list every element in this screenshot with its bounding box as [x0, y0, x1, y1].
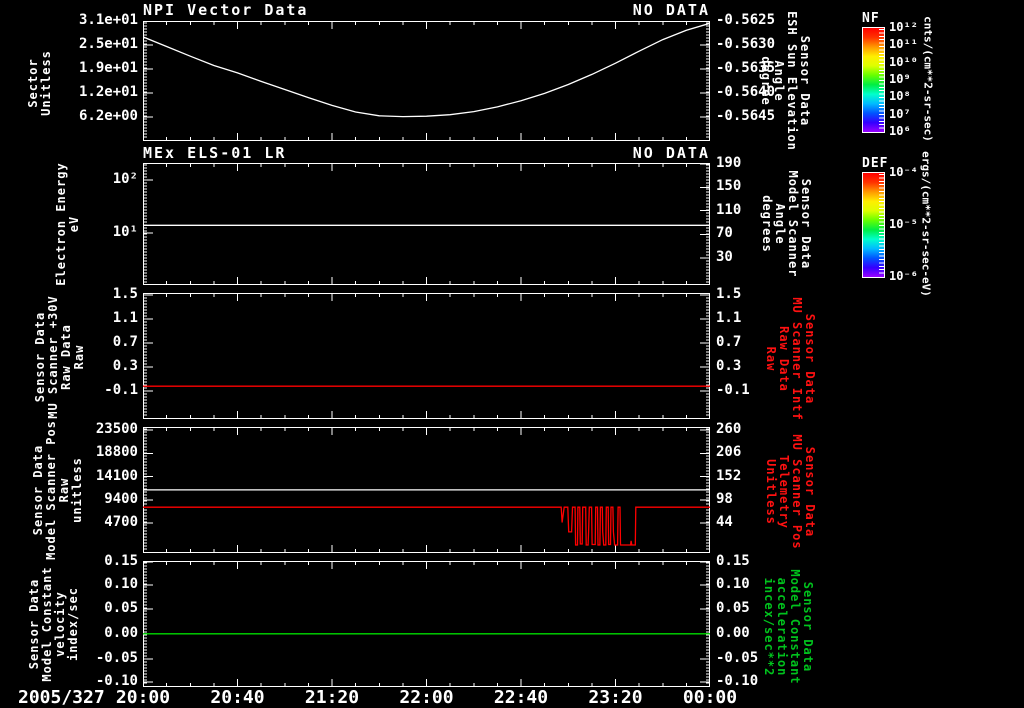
panel5-plot-area	[143, 561, 710, 687]
panel4-left-axis-label: Sensor Data Model Scanner Pos Raw unitle…	[31, 420, 84, 560]
colorbar-tick-label: 10⁻⁵	[889, 217, 918, 231]
y-tick-label-left: 1.9e+01	[78, 60, 138, 76]
y-tick-label-right: -0.5625	[716, 12, 776, 28]
y-tick-label-right: 0.3	[716, 357, 742, 374]
y-tick-label-right: 150	[716, 178, 742, 195]
colorbar-def-title: DEF	[862, 156, 889, 171]
y-tick-label-left: 1.1	[112, 309, 138, 326]
y-tick-label-right: -0.5645	[716, 108, 776, 124]
y-tick-label-right: -0.5640	[716, 84, 776, 100]
y-tick-label-right: 0.00	[716, 624, 750, 641]
y-tick-label-right: 110	[716, 201, 742, 218]
y-tick-label-right: 0.05	[716, 600, 750, 616]
y-tick-label-left: 2.5e+01	[78, 36, 138, 52]
colorbar-tick-label: 10⁷	[889, 106, 911, 121]
y-tick-label-right: 1.5	[716, 286, 742, 303]
panel3-plot-area	[143, 293, 710, 419]
colorbar-tick-label: 10¹¹	[889, 37, 918, 52]
panel2-title: MEx ELS-01 LR	[143, 144, 287, 162]
y-tick-label-right: 1.1	[716, 309, 742, 326]
colorbar-tick-label: 10¹²	[889, 20, 918, 34]
x-tick-label: 20:00	[115, 687, 171, 708]
y-tick-label-left: 0.7	[112, 334, 138, 351]
y-tick-label-right: 44	[716, 514, 733, 530]
y-tick-label-left: 0.15	[104, 553, 138, 569]
y-tick-label-right: 30	[716, 249, 733, 266]
y-tick-label-left: 18800	[95, 444, 138, 461]
y-tick-label-right: 0.7	[716, 334, 742, 351]
y-tick-label-left: 0.3	[112, 357, 138, 374]
y-tick-label-left: 0.05	[104, 600, 138, 616]
y-tick-label-left: 3.1e+01	[78, 12, 138, 28]
y-tick-label-right: 152	[716, 467, 742, 484]
x-tick-label: 20:40	[210, 687, 265, 708]
colorbar-tick-label: 10⁻⁴	[889, 165, 918, 179]
colorbar-tick-label: 10¹⁰	[889, 54, 918, 69]
data-series-mu-scanner-pos-telemetry	[143, 506, 710, 546]
y-tick-label-right: -0.10	[716, 672, 759, 689]
y-tick-label-left: 10²	[112, 170, 138, 187]
y-tick-label-left: 0.00	[104, 624, 138, 641]
y-tick-label-left: 9400	[104, 490, 138, 507]
colorbar-tick-label: 10⁸	[889, 89, 911, 104]
y-tick-label-left: 23500	[95, 421, 138, 438]
panel1-plot-area	[143, 21, 710, 141]
y-tick-label-right: -0.5630	[716, 36, 776, 52]
panel2-plot-area	[143, 163, 710, 285]
colorbar-nf-gradient	[862, 27, 885, 133]
y-tick-label-left: -0.10	[95, 672, 138, 689]
y-tick-label-right: 206	[716, 444, 742, 461]
y-tick-label-left: 6.2e+00	[78, 108, 138, 124]
y-tick-label-right: -0.05	[716, 650, 759, 667]
colorbar-tick-label: 10⁹	[889, 72, 911, 86]
y-tick-label-right: 0.15	[716, 553, 750, 569]
y-tick-label-left: -0.05	[95, 650, 138, 667]
colorbar-tick-label: 10⁻⁶	[889, 269, 918, 283]
y-tick-label-right: -0.1	[716, 382, 750, 399]
y-tick-label-left: 1.5	[112, 286, 138, 303]
panel1-title: NPI Vector Data	[143, 1, 309, 19]
x-tick-label: 22:40	[493, 687, 549, 708]
y-tick-label-left: 10¹	[112, 224, 138, 241]
colorbar-def-gradient	[862, 172, 885, 278]
y-tick-label-right: 0.10	[716, 575, 750, 592]
y-tick-label-left: 1.2e+01	[78, 84, 138, 100]
x-tick-label: 21:20	[304, 687, 360, 708]
y-tick-label-right: 70	[716, 225, 733, 242]
colorbar-tick-label: 10⁶	[889, 124, 911, 138]
y-tick-label-right: -0.5635	[716, 60, 776, 76]
y-tick-label-left: 0.10	[104, 575, 138, 592]
x-tick-label: 22:00	[399, 687, 454, 708]
date-label: 2005/327	[18, 687, 105, 708]
colorbar-nf-units-label: cnts/(cm**2-sr-sec)	[921, 16, 935, 142]
y-tick-label-left: -0.1	[104, 382, 138, 399]
panel4-plot-area	[143, 427, 710, 553]
y-tick-label-left: 4700	[104, 514, 138, 530]
colorbar-def-ticks	[879, 174, 884, 276]
panel1-right-axis-label: Sensor Data ESH Sun Elevation Angle degr…	[759, 11, 812, 151]
panel2-no-data-status: NO DATA	[632, 144, 710, 162]
y-tick-label-left: 14100	[95, 467, 138, 484]
data-series-sector	[143, 22, 710, 118]
colorbar-nf-ticks	[879, 29, 884, 131]
colorbar-def-units-label: ergs/(cm**2-sr-sec-eV)	[919, 151, 933, 297]
y-tick-label-right: 190	[716, 155, 742, 172]
colorbar-nf-title: NF	[862, 11, 880, 26]
y-tick-label-right: 260	[716, 421, 742, 438]
panel1-no-data-status: NO DATA	[632, 1, 710, 19]
y-tick-label-right: 98	[716, 490, 733, 507]
panel1-left-axis-label: Sector Unitless	[26, 50, 53, 116]
x-tick-label: 23:20	[588, 687, 643, 708]
x-tick-label: 00:00	[682, 687, 738, 708]
